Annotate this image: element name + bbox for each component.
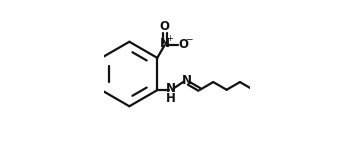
Text: O: O — [160, 20, 170, 33]
Text: H: H — [166, 92, 176, 105]
Text: N: N — [160, 37, 170, 50]
Text: O: O — [179, 38, 189, 51]
Text: −: − — [185, 34, 193, 44]
Text: N: N — [166, 82, 176, 95]
Text: N: N — [182, 74, 192, 87]
Text: +: + — [166, 34, 173, 43]
